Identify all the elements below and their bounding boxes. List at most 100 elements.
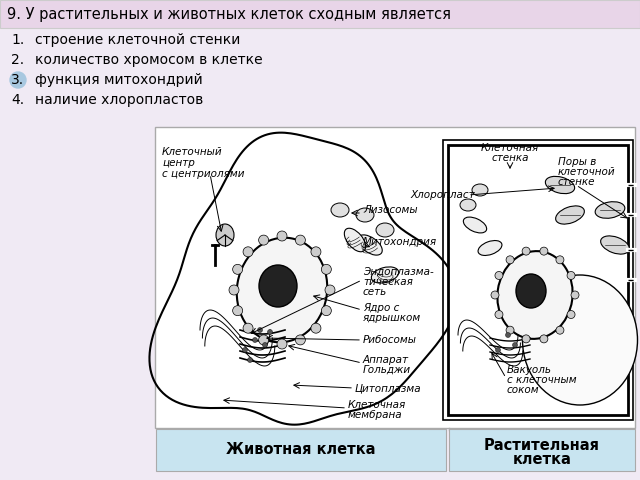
Text: Хлоропласт: Хлоропласт <box>410 190 475 200</box>
Circle shape <box>495 311 503 319</box>
Text: Растительная: Растительная <box>484 437 600 453</box>
Ellipse shape <box>237 238 327 342</box>
Circle shape <box>277 231 287 241</box>
Text: ядрышком: ядрышком <box>363 313 421 323</box>
Circle shape <box>513 343 518 348</box>
Text: с клеточным: с клеточным <box>507 375 577 385</box>
Circle shape <box>321 264 332 275</box>
Ellipse shape <box>545 176 575 193</box>
Circle shape <box>233 306 243 316</box>
Text: Поры в: Поры в <box>558 157 596 167</box>
Circle shape <box>259 235 269 245</box>
Bar <box>156 429 446 471</box>
Ellipse shape <box>356 208 374 222</box>
Circle shape <box>325 285 335 295</box>
Circle shape <box>253 337 257 343</box>
Text: наличие хлоропластов: наличие хлоропластов <box>35 93 204 107</box>
Ellipse shape <box>516 274 546 308</box>
Circle shape <box>311 247 321 257</box>
Circle shape <box>495 272 503 279</box>
Ellipse shape <box>371 267 399 283</box>
Text: количество хромосом в клетке: количество хромосом в клетке <box>35 53 262 67</box>
Text: клетка: клетка <box>513 453 572 468</box>
Text: клеточной: клеточной <box>558 167 616 177</box>
Bar <box>0 0 640 28</box>
Bar <box>155 127 635 428</box>
Bar <box>449 429 635 471</box>
Bar <box>448 145 628 415</box>
Circle shape <box>233 264 243 275</box>
Text: Митохондрия: Митохондрия <box>363 237 437 247</box>
Text: стенке: стенке <box>558 177 595 187</box>
Circle shape <box>10 72 26 88</box>
Circle shape <box>556 326 564 334</box>
Circle shape <box>268 329 273 335</box>
Text: Клеточная: Клеточная <box>348 400 406 410</box>
Text: Клеточный: Клеточный <box>162 147 223 157</box>
Ellipse shape <box>344 228 365 252</box>
Circle shape <box>506 256 514 264</box>
Circle shape <box>567 272 575 279</box>
Ellipse shape <box>522 275 637 405</box>
Text: 3.: 3. <box>12 73 24 87</box>
Circle shape <box>311 323 321 333</box>
Text: с центриолями: с центриолями <box>162 169 244 179</box>
Text: Клеточная: Клеточная <box>481 143 539 153</box>
Text: Аппарат: Аппарат <box>363 355 409 365</box>
Text: 9. У растительных и животных клеток сходным является: 9. У растительных и животных клеток сход… <box>7 7 451 22</box>
Ellipse shape <box>463 217 486 233</box>
Text: центр: центр <box>162 158 195 168</box>
Circle shape <box>556 256 564 264</box>
Circle shape <box>522 335 530 343</box>
Circle shape <box>540 247 548 255</box>
Circle shape <box>262 343 268 348</box>
Circle shape <box>248 358 253 362</box>
Ellipse shape <box>601 236 629 254</box>
Circle shape <box>257 327 262 333</box>
Text: тическая: тическая <box>363 277 413 287</box>
Circle shape <box>540 335 548 343</box>
Text: 2.: 2. <box>12 53 24 67</box>
Text: стенка: стенка <box>492 153 529 163</box>
Text: соком: соком <box>507 385 540 395</box>
Circle shape <box>229 285 239 295</box>
Circle shape <box>506 333 511 337</box>
Circle shape <box>506 326 514 334</box>
Bar <box>443 140 633 420</box>
Circle shape <box>495 348 500 352</box>
Text: мембрана: мембрана <box>348 410 403 420</box>
Circle shape <box>296 335 305 345</box>
Text: функция митохондрий: функция митохондрий <box>35 73 203 87</box>
Text: строение клеточной стенки: строение клеточной стенки <box>35 33 241 47</box>
Ellipse shape <box>460 199 476 211</box>
Text: 1.: 1. <box>12 33 24 47</box>
Text: Гольджи: Гольджи <box>363 365 411 375</box>
Text: Животная клетка: Животная клетка <box>227 443 376 457</box>
Text: 4.: 4. <box>12 93 24 107</box>
Ellipse shape <box>595 202 625 218</box>
Circle shape <box>243 247 253 257</box>
Circle shape <box>243 348 248 352</box>
Ellipse shape <box>216 224 234 246</box>
Text: сеть: сеть <box>363 287 387 297</box>
Circle shape <box>296 235 305 245</box>
Text: Вакуоль: Вакуоль <box>507 365 552 375</box>
Ellipse shape <box>497 251 573 339</box>
Circle shape <box>522 247 530 255</box>
Ellipse shape <box>478 240 502 255</box>
Text: Лизосомы: Лизосомы <box>363 205 418 215</box>
Text: Рибосомы: Рибосомы <box>363 335 417 345</box>
Ellipse shape <box>556 206 584 224</box>
Circle shape <box>567 311 575 319</box>
Circle shape <box>243 323 253 333</box>
Ellipse shape <box>472 184 488 196</box>
Text: Ядро с: Ядро с <box>363 303 399 313</box>
Circle shape <box>491 291 499 299</box>
Ellipse shape <box>358 235 382 255</box>
Circle shape <box>571 291 579 299</box>
Circle shape <box>321 306 332 316</box>
Ellipse shape <box>331 203 349 217</box>
Text: Эндоплазма-: Эндоплазма- <box>363 267 434 277</box>
Circle shape <box>277 339 287 349</box>
Circle shape <box>259 335 269 345</box>
